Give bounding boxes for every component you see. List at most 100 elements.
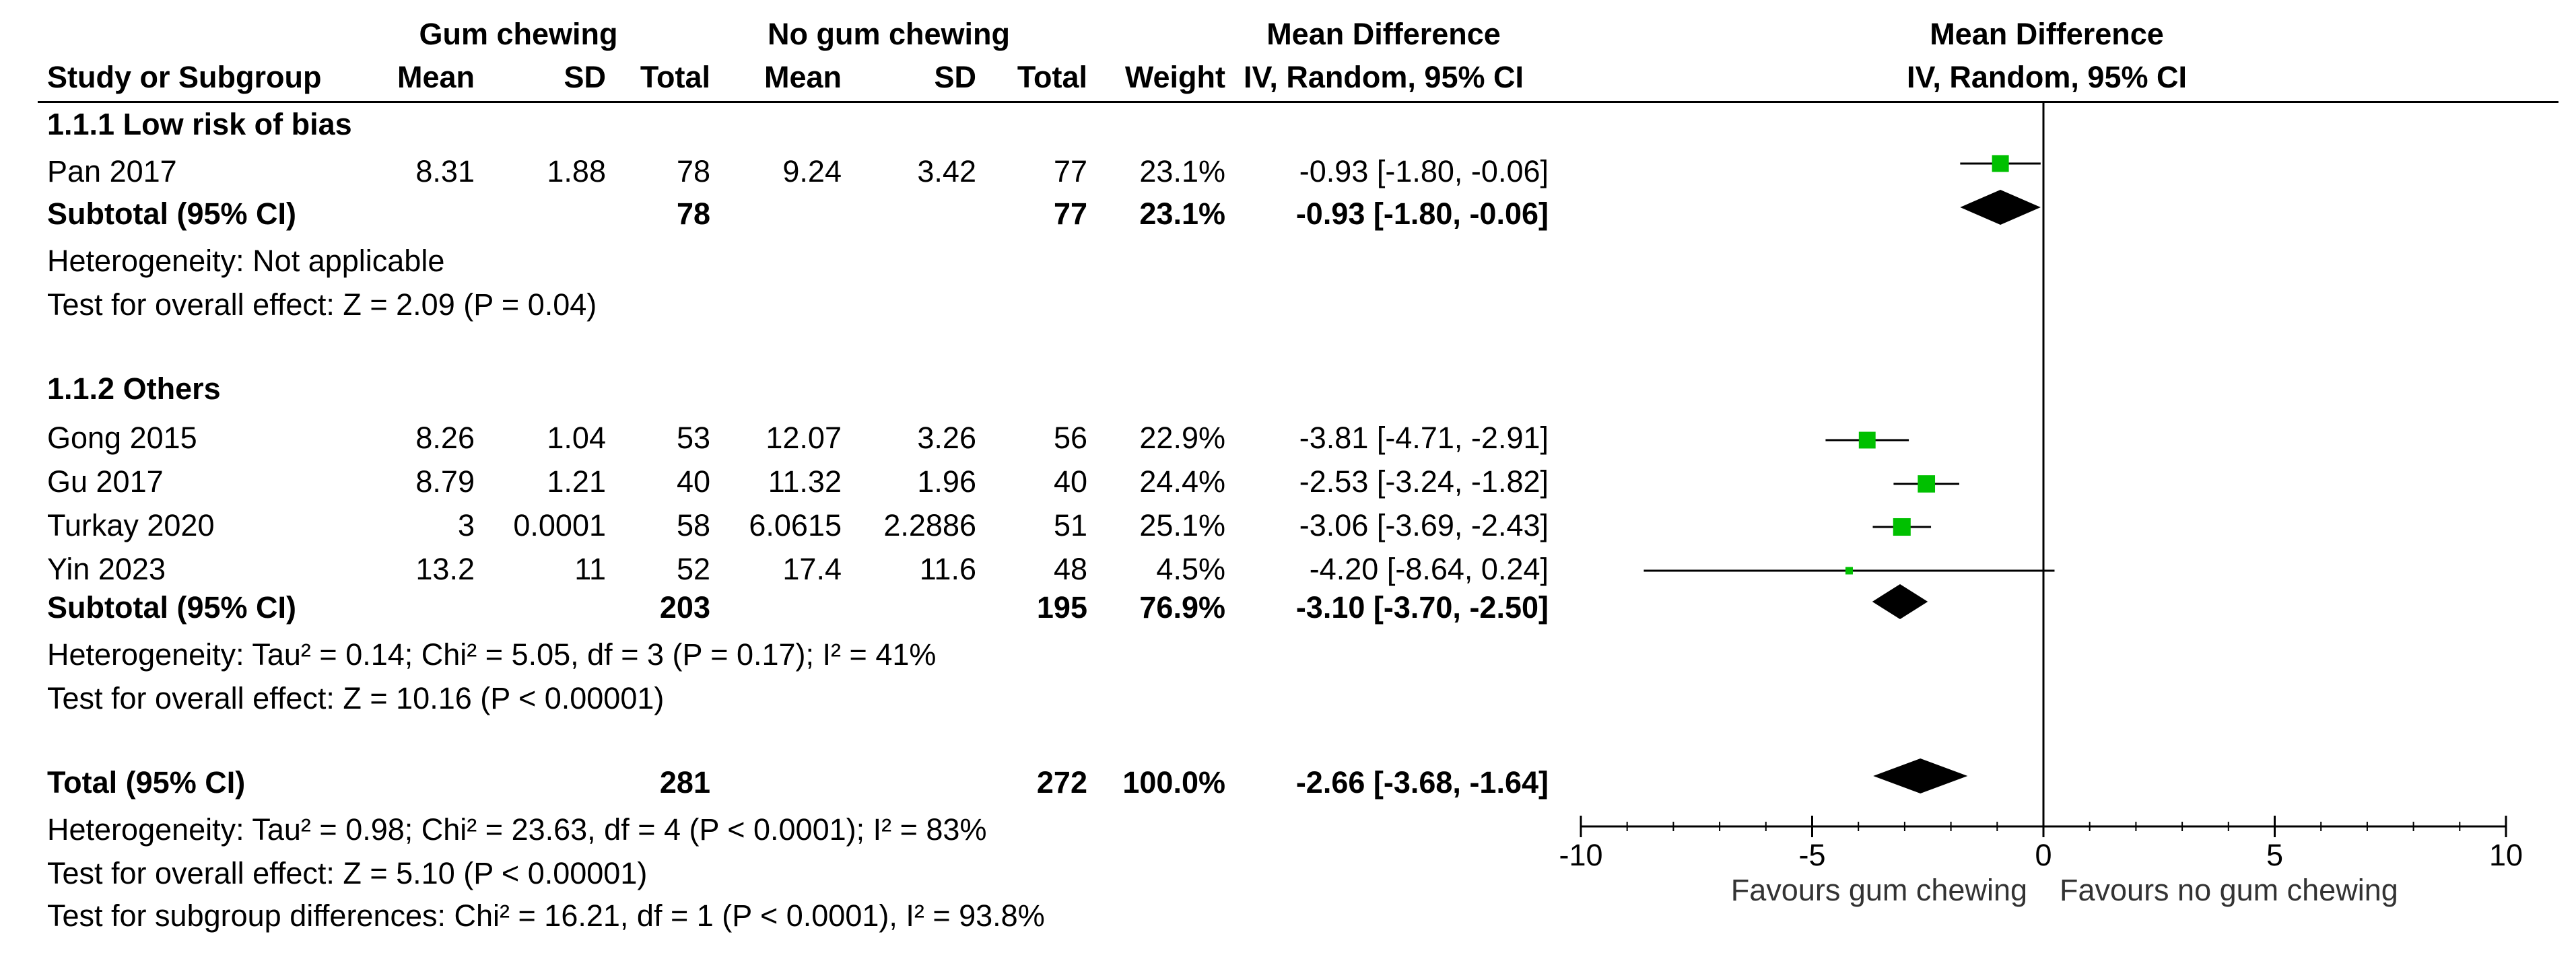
x-tick-label: 0 [2035, 838, 2052, 872]
pooled-diamond [1873, 758, 1968, 793]
total-2: 40 [1053, 464, 1087, 499]
column-total-1: Total [640, 60, 710, 94]
total-label: Total (95% CI) [47, 765, 246, 800]
weight: 25.1% [1139, 508, 1225, 542]
effect-ci: -2.53 [-3.24, -1.82] [1299, 464, 1549, 499]
study-point-marker [1918, 475, 1936, 493]
weight: 24.4% [1139, 464, 1225, 499]
subtotal-label: Subtotal (95% CI) [47, 590, 297, 625]
pooled-diamond [1872, 584, 1928, 619]
effect-ci: -0.93 [-1.80, -0.06] [1299, 154, 1549, 188]
group1-title: Gum chewing [419, 17, 618, 51]
favours-left-label: Favours gum chewing [1731, 873, 2027, 907]
effect-method: IV, Random, 95% CI [1244, 60, 1524, 94]
study-point-marker [1992, 155, 2009, 172]
effect-ci: -3.06 [-3.69, -2.43] [1299, 508, 1549, 542]
total-n2: 272 [1036, 765, 1087, 800]
group2-title: No gum chewing [768, 17, 1010, 51]
subgroup-label: 1.1.2 Others [47, 371, 221, 406]
effect-ci: -3.81 [-4.71, -2.91] [1299, 421, 1549, 455]
mean-2: 17.4 [782, 552, 842, 586]
sd-1: 1.21 [547, 464, 606, 499]
sd-1: 11 [574, 552, 606, 586]
favours-right-label: Favours no gum chewing [2060, 873, 2398, 907]
weight: 4.5% [1156, 552, 1225, 586]
subgroup-label: 1.1.1 Low risk of bias [47, 107, 352, 141]
sd-2: 1.96 [917, 464, 976, 499]
sd-1: 0.0001 [513, 508, 606, 542]
heterogeneity-text: Heterogeneity: Not applicable [47, 244, 445, 278]
total-1: 78 [676, 154, 710, 188]
subgroup-differences-text: Test for subgroup differences: Chi² = 16… [47, 898, 1045, 933]
mean-1: 8.31 [415, 154, 475, 188]
weight: 23.1% [1139, 154, 1225, 188]
column-weight: Weight [1124, 60, 1225, 94]
study-point-marker [1845, 567, 1853, 575]
study-point-marker [1858, 431, 1876, 449]
mean-2: 9.24 [782, 154, 842, 188]
total-1: 52 [676, 552, 710, 586]
total-1: 58 [676, 508, 710, 542]
x-tick-label: 10 [2489, 838, 2523, 872]
plot-method: IV, Random, 95% CI [1907, 60, 2187, 94]
column-total-2: Total [1017, 60, 1087, 94]
subtotal-ci: -0.93 [-1.80, -0.06] [1295, 197, 1549, 231]
subtotal-weight: 76.9% [1139, 590, 1225, 625]
mean-1: 8.79 [415, 464, 475, 499]
mean-1: 3 [457, 508, 475, 542]
total-2: 48 [1053, 552, 1087, 586]
study-name: Gong 2015 [47, 421, 197, 455]
total-1: 53 [676, 421, 710, 455]
sd-2: 11.6 [919, 552, 976, 586]
x-tick-label: 5 [2266, 838, 2283, 872]
sd-2: 3.26 [917, 421, 976, 455]
study-name: Yin 2023 [47, 552, 166, 586]
heterogeneity-text: Heterogeneity: Tau² = 0.14; Chi² = 5.05,… [47, 637, 937, 672]
sd-1: 1.88 [547, 154, 606, 188]
study-name: Gu 2017 [47, 464, 164, 499]
overall-effect-text: Test for overall effect: Z = 2.09 (P = 0… [47, 287, 597, 322]
heterogeneity-text: Heterogeneity: Tau² = 0.98; Chi² = 23.63… [47, 812, 987, 847]
total-ci: -2.66 [-3.68, -1.64] [1295, 765, 1549, 800]
total-2: 51 [1053, 508, 1087, 542]
pooled-diamond [1960, 190, 2041, 225]
column-mean-2: Mean [764, 60, 842, 94]
mean-2: 12.07 [766, 421, 842, 455]
header-rule [38, 101, 2558, 103]
subtotal-total-1: 78 [676, 197, 710, 231]
study-point-marker [1893, 518, 1911, 536]
mean-1: 13.2 [415, 552, 475, 586]
total-2: 77 [1053, 154, 1087, 188]
total-n1: 281 [659, 765, 710, 800]
effect-ci: -4.20 [-8.64, 0.24] [1309, 552, 1549, 586]
subtotal-total-2: 195 [1036, 590, 1087, 625]
subtotal-label: Subtotal (95% CI) [47, 197, 297, 231]
study-name: Pan 2017 [47, 154, 177, 188]
column-sd-2: SD [934, 60, 976, 94]
plot-title: Mean Difference [1930, 17, 2164, 51]
overall-effect-text: Test for overall effect: Z = 10.16 (P < … [47, 681, 665, 715]
column-sd-1: SD [564, 60, 606, 94]
total-1: 40 [676, 464, 710, 499]
subtotal-weight: 23.1% [1139, 197, 1225, 231]
x-tick-label: -10 [1559, 838, 1602, 872]
total-weight: 100.0% [1122, 765, 1225, 800]
total-2: 56 [1053, 421, 1087, 455]
subtotal-total-1: 203 [659, 590, 710, 625]
effect-title: Mean Difference [1266, 17, 1501, 51]
x-tick-label: -5 [1798, 838, 1825, 872]
mean-2: 11.32 [768, 464, 842, 499]
subtotal-total-2: 77 [1053, 197, 1087, 231]
mean-1: 8.26 [415, 421, 475, 455]
weight: 22.9% [1139, 421, 1225, 455]
overall-effect-text: Test for overall effect: Z = 5.10 (P < 0… [47, 856, 648, 890]
study-name: Turkay 2020 [47, 508, 215, 542]
column-mean-1: Mean [397, 60, 475, 94]
column-study: Study or Subgroup [47, 60, 322, 94]
sd-2: 3.42 [917, 154, 976, 188]
sd-2: 2.2886 [883, 508, 976, 542]
subtotal-ci: -3.10 [-3.70, -2.50] [1295, 590, 1549, 625]
mean-2: 6.0615 [749, 508, 842, 542]
sd-1: 1.04 [547, 421, 606, 455]
